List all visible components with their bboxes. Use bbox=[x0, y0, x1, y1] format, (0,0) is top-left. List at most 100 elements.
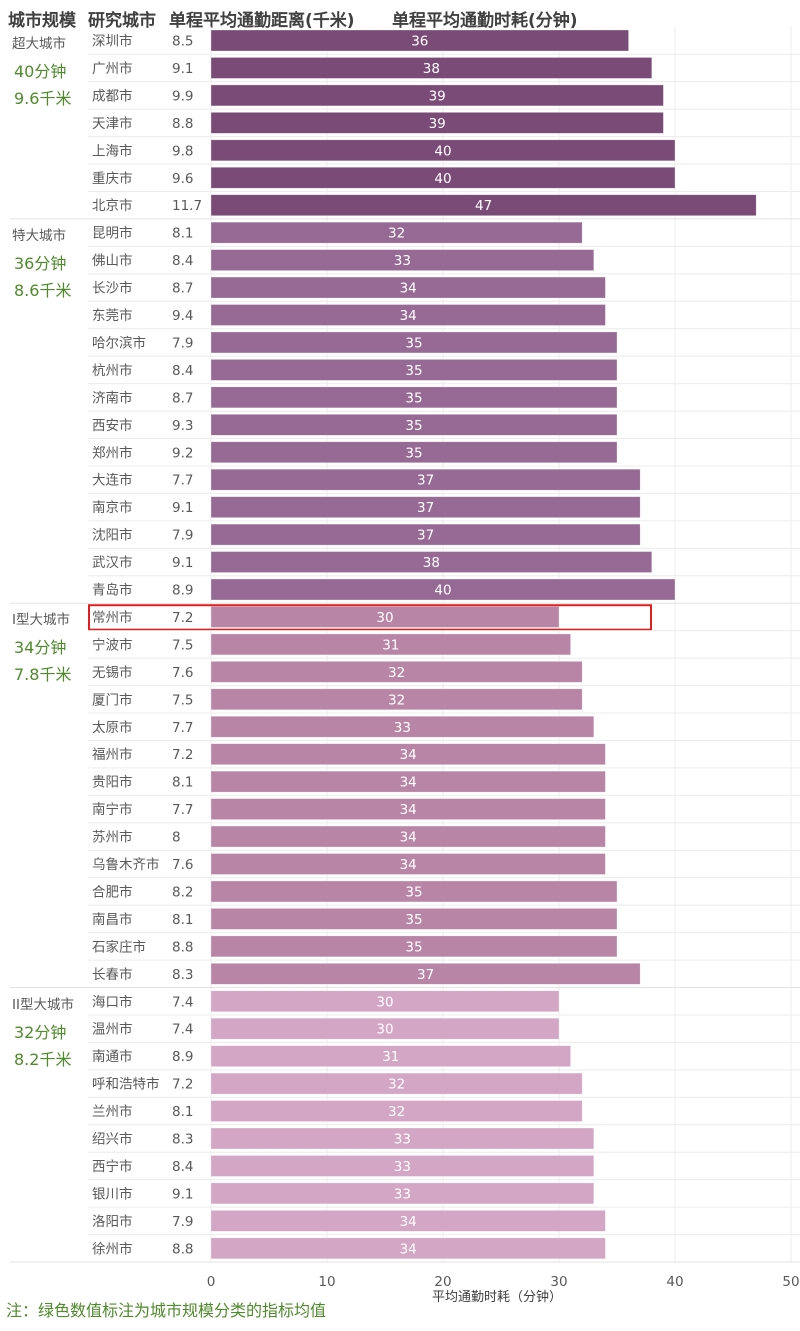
bar-value-label: 33 bbox=[394, 1186, 411, 1202]
bar-value-label: 32 bbox=[388, 226, 405, 242]
bar-value-label: 36 bbox=[411, 34, 428, 50]
bar-value-label: 40 bbox=[434, 171, 451, 187]
bar bbox=[210, 661, 583, 683]
footnote: 注：绿色数值标注为城市规模分类的指标均值 bbox=[6, 1301, 327, 1320]
city-name: 哈尔滨市 bbox=[92, 334, 146, 351]
bar bbox=[210, 386, 618, 409]
distance-value: 8.1 bbox=[172, 912, 193, 928]
bar bbox=[210, 249, 595, 271]
city-name: 绍兴市 bbox=[92, 1131, 133, 1148]
distance-value: 8.1 bbox=[172, 226, 193, 242]
distance-value: 7.9 bbox=[172, 335, 193, 351]
bar bbox=[210, 29, 629, 52]
bar bbox=[210, 413, 618, 436]
bar-value-label: 35 bbox=[405, 939, 422, 955]
distance-value: 9.6 bbox=[172, 171, 193, 187]
bar bbox=[210, 84, 664, 107]
bar bbox=[210, 112, 664, 134]
distance-value: 7.2 bbox=[172, 1077, 193, 1093]
bar-value-label: 33 bbox=[394, 253, 411, 269]
bar-value-label: 32 bbox=[388, 1077, 405, 1093]
bar-value-label: 37 bbox=[417, 528, 434, 544]
bar-value-label: 31 bbox=[382, 637, 399, 653]
bar bbox=[210, 1155, 595, 1177]
bar bbox=[210, 853, 606, 875]
distance-value: 7.9 bbox=[172, 1214, 193, 1230]
x-tick-label: 20 bbox=[434, 1274, 451, 1290]
group-label: 特大城市 bbox=[12, 227, 66, 244]
city-name: 乌鲁木齐市 bbox=[92, 856, 160, 873]
distance-value: 8.3 bbox=[172, 967, 193, 983]
bar-value-label: 35 bbox=[405, 363, 422, 379]
bar-value-label: 34 bbox=[400, 1241, 417, 1257]
distance-value: 8.8 bbox=[172, 116, 193, 132]
bar-value-label: 34 bbox=[400, 775, 417, 791]
city-name: 天津市 bbox=[92, 115, 133, 132]
bar bbox=[210, 194, 757, 216]
distance-value: 8.1 bbox=[172, 775, 193, 791]
city-name: 温州市 bbox=[92, 1021, 133, 1038]
distance-value: 8.7 bbox=[172, 281, 193, 297]
group-mean-time: 32分钟 bbox=[14, 1022, 67, 1042]
distance-value: 8.7 bbox=[172, 390, 193, 406]
city-name: 杭州市 bbox=[92, 362, 133, 379]
bar-value-label: 35 bbox=[405, 912, 422, 928]
bar-value-label: 33 bbox=[394, 1159, 411, 1175]
bar-value-label: 30 bbox=[376, 1022, 393, 1038]
bar bbox=[210, 276, 606, 299]
bar-value-label: 47 bbox=[475, 198, 492, 214]
distance-value: 8.9 bbox=[172, 583, 193, 599]
bar-value-label: 33 bbox=[394, 720, 411, 736]
distance-value: 7.9 bbox=[172, 528, 193, 544]
bar-value-label: 38 bbox=[423, 555, 440, 571]
city-name: 常州市 bbox=[92, 609, 133, 626]
bar bbox=[210, 578, 676, 601]
bar-value-label: 34 bbox=[400, 830, 417, 846]
bar-value-label: 33 bbox=[394, 1132, 411, 1148]
distance-value: 9.2 bbox=[172, 445, 193, 461]
city-name: 贵阳市 bbox=[92, 774, 133, 791]
distance-value: 8.4 bbox=[172, 1159, 193, 1175]
distance-value: 8.9 bbox=[172, 1049, 193, 1065]
city-name: 上海市 bbox=[92, 142, 133, 159]
city-name: 南京市 bbox=[92, 499, 133, 516]
bar bbox=[210, 166, 676, 189]
distance-value: 9.1 bbox=[172, 1186, 193, 1202]
city-name: 南昌市 bbox=[92, 911, 133, 928]
distance-value: 8.3 bbox=[172, 1132, 193, 1148]
bar bbox=[210, 1237, 606, 1260]
bar bbox=[210, 1182, 595, 1205]
group-label: I型大城市 bbox=[12, 612, 70, 629]
bar bbox=[210, 990, 560, 1013]
bar-value-label: 39 bbox=[429, 116, 446, 132]
bar bbox=[210, 331, 618, 354]
bar bbox=[210, 825, 606, 848]
distance-value: 7.4 bbox=[172, 994, 193, 1010]
distance-value: 11.7 bbox=[172, 198, 202, 214]
city-name: 大连市 bbox=[92, 472, 133, 489]
city-name: 西安市 bbox=[92, 417, 133, 434]
city-name: 西宁市 bbox=[92, 1158, 133, 1175]
city-name: 无锡市 bbox=[92, 664, 133, 681]
distance-value: 7.6 bbox=[172, 857, 193, 873]
distance-value: 7.7 bbox=[172, 720, 193, 736]
distance-value: 7.5 bbox=[172, 692, 193, 708]
bar-value-label: 34 bbox=[400, 747, 417, 763]
distance-value: 9.9 bbox=[172, 88, 193, 104]
bar-value-label: 34 bbox=[400, 281, 417, 297]
city-name: 深圳市 bbox=[92, 33, 133, 50]
city-name: 南宁市 bbox=[92, 801, 133, 818]
bar bbox=[210, 935, 618, 958]
x-axis-title: 平均通勤时耗（分钟） bbox=[432, 1290, 563, 1305]
x-tick-label: 40 bbox=[666, 1274, 683, 1290]
highlight-box bbox=[88, 604, 652, 631]
bar bbox=[210, 359, 618, 381]
bar bbox=[210, 1210, 606, 1232]
group-mean-time: 34分钟 bbox=[14, 638, 67, 658]
distance-value: 8.4 bbox=[172, 363, 193, 379]
bar bbox=[210, 221, 583, 244]
bar-value-label: 35 bbox=[405, 418, 422, 434]
x-tick-label: 30 bbox=[550, 1274, 567, 1290]
city-name: 福州市 bbox=[92, 746, 133, 763]
